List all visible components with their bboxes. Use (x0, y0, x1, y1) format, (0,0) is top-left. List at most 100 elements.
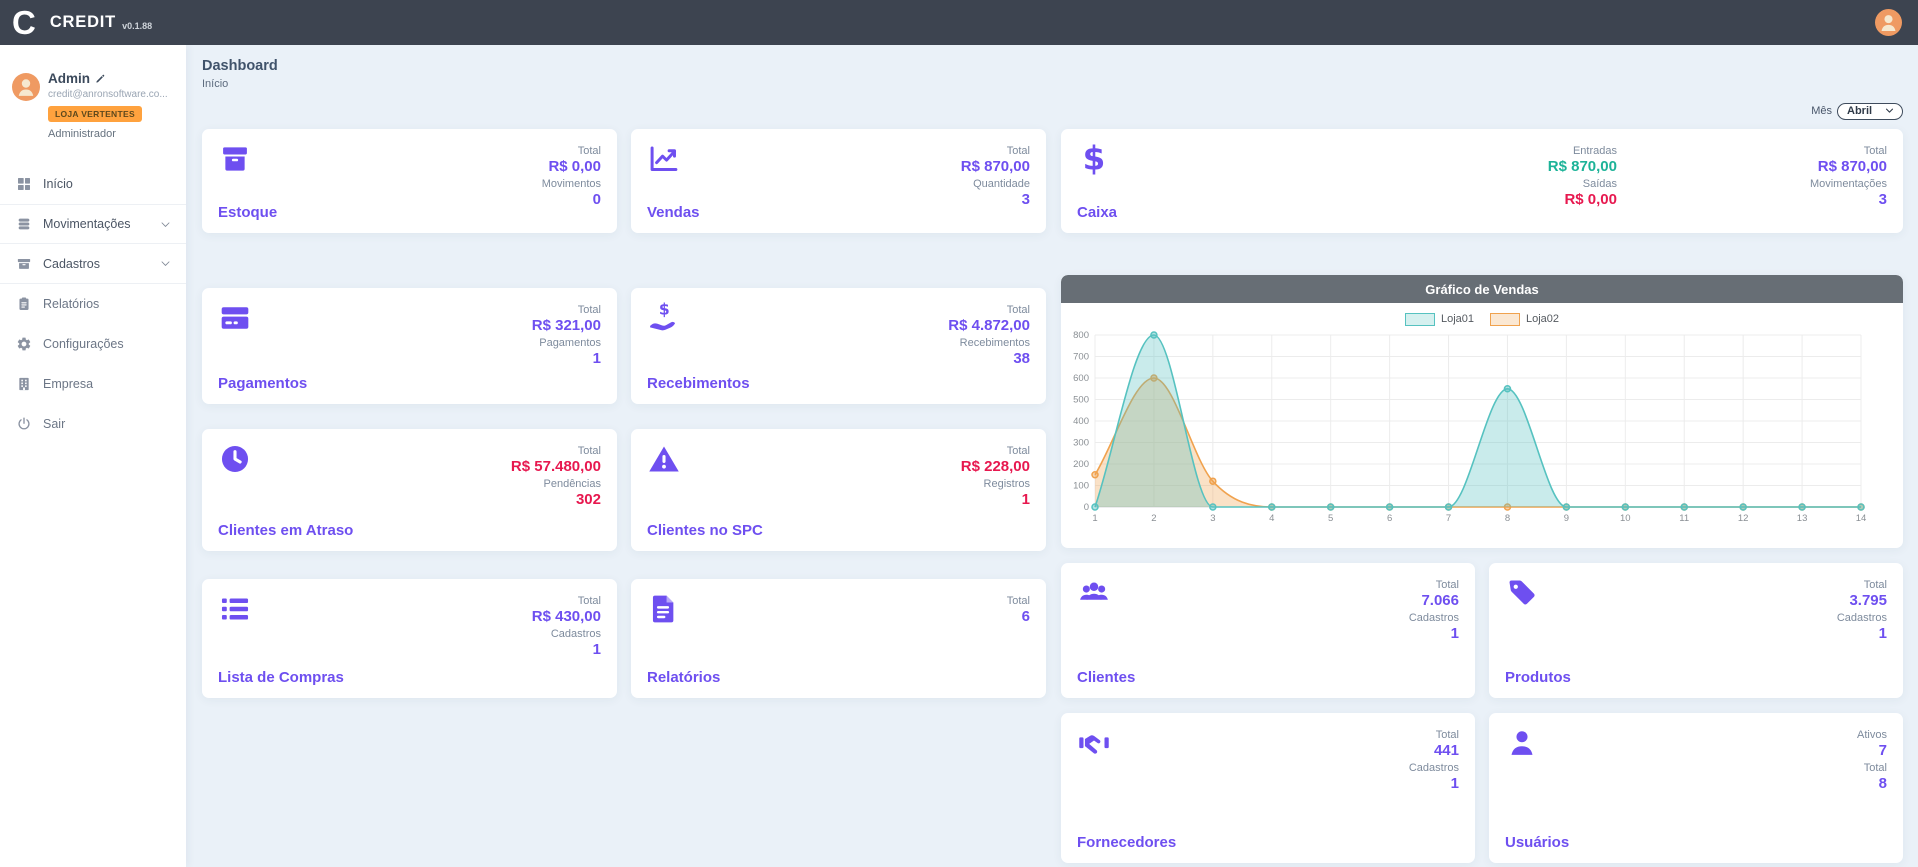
stat-value: 3 (1022, 191, 1030, 208)
card-title[interactable]: Caixa (1077, 204, 1347, 221)
card-produtos[interactable]: ProdutosTotal3.795Cadastros1 (1489, 563, 1903, 698)
stat-value: 6 (1022, 608, 1030, 625)
card-lista-compras[interactable]: Lista de ComprasTotalR$ 430,00Cadastros1 (202, 579, 617, 698)
card-title[interactable]: Usuários (1505, 834, 1696, 851)
stat-label: Saídas (1583, 178, 1617, 190)
card-title[interactable]: Relatórios (647, 669, 839, 686)
topbar-user-avatar[interactable] (1875, 9, 1902, 36)
stat-label: Pagamentos (539, 337, 601, 349)
card-relatorios[interactable]: Relatórios Total6 (631, 579, 1046, 698)
month-select[interactable]: Abril (1837, 103, 1903, 120)
sidebar-item-configuracoes[interactable]: Configurações (0, 324, 186, 364)
app-logo: C (12, 0, 36, 45)
stat-value: R$ 0,00 (1564, 191, 1617, 208)
svg-text:9: 9 (1564, 513, 1569, 524)
user-name: Admin (48, 71, 90, 86)
sidebar-item-cadastros[interactable]: Cadastros (0, 244, 186, 284)
card-title[interactable]: Produtos (1505, 669, 1696, 686)
chevron-down-icon (159, 218, 172, 231)
stat-value: 3.795 (1849, 592, 1887, 609)
card-fornecedores[interactable]: FornecedoresTotal441Cadastros1 (1061, 713, 1475, 863)
stat-value: 1 (593, 350, 601, 367)
card-title[interactable]: Recebimentos (647, 375, 839, 392)
card-clientes-spc[interactable]: Clientes no SPCTotalR$ 228,00Registros1 (631, 429, 1046, 551)
stat-value: 7 (1879, 742, 1887, 759)
stat-value: 1 (1879, 625, 1887, 642)
stat-value: 1 (1022, 491, 1030, 508)
stat-group: TotalR$ 870,00Movimentações3 (1617, 142, 1887, 221)
stat-label: Total (1007, 304, 1030, 316)
stat-value: R$ 228,00 (961, 458, 1030, 475)
svg-text:800: 800 (1073, 330, 1089, 341)
card-recebimentos[interactable]: $RecebimentosTotalR$ 4.872,00Recebimento… (631, 288, 1046, 404)
legend-item-loja01[interactable]: Loja01 (1405, 313, 1474, 326)
stat-label: Total (578, 595, 601, 607)
stat-label: Total (1007, 595, 1030, 607)
stat-group: Total3.795Cadastros1 (1696, 576, 1887, 686)
card-title[interactable]: Clientes no SPC (647, 522, 839, 539)
svg-text:2: 2 (1151, 513, 1156, 524)
sidebar-item-sair[interactable]: Sair (0, 404, 186, 444)
stat-label: Cadastros (1409, 762, 1459, 774)
sidebar: Admin credit@anronsoftware.co... LOJA VE… (0, 45, 186, 867)
sales-chart: 0100200300400500600700800123456789101112… (1061, 327, 1873, 527)
card-clientes-atraso[interactable]: Clientes em AtrasoTotalR$ 57.480,00Pendê… (202, 429, 617, 551)
stat-value: 0 (593, 191, 601, 208)
card-usuarios[interactable]: UsuáriosAtivos7Total8 (1489, 713, 1903, 863)
legend-swatch (1490, 313, 1520, 326)
right-card-column: $CaixaEntradasR$ 870,00SaídasR$ 0,00Tota… (1061, 129, 1903, 863)
edit-pencil-icon[interactable] (95, 73, 106, 84)
card-clientes[interactable]: ClientesTotal7.066Cadastros1 (1061, 563, 1475, 698)
stat-group: TotalR$ 0,00Movimentos0 (410, 142, 602, 221)
card-vendas[interactable]: VendasTotalR$ 870,00Quantidade3 (631, 129, 1046, 233)
svg-text:$: $ (1083, 142, 1106, 176)
stat-value: R$ 4.872,00 (948, 317, 1030, 334)
sales-chart-card: Gráfico de Vendas Loja01Loja02 010020030… (1061, 275, 1903, 548)
svg-text:11: 11 (1679, 513, 1689, 524)
card-estoque[interactable]: EstoqueTotalR$ 0,00Movimentos0 (202, 129, 617, 233)
card-title[interactable]: Estoque (218, 204, 410, 221)
stat-value: 302 (576, 491, 601, 508)
stat-group: Ativos7Total8 (1696, 726, 1887, 851)
svg-text:13: 13 (1797, 513, 1808, 524)
sidebar-item-relatorios[interactable]: Relatórios (0, 284, 186, 324)
sidebar-item-label: Relatórios (43, 297, 99, 311)
svg-text:0: 0 (1084, 502, 1089, 513)
card-title[interactable]: Vendas (647, 204, 839, 221)
card-title[interactable]: Lista de Compras (218, 669, 410, 686)
stat-label: Total (578, 304, 601, 316)
chart-title: Gráfico de Vendas (1061, 275, 1903, 303)
users-icon (1077, 576, 1111, 610)
stat-value: 441 (1434, 742, 1459, 759)
sidebar-item-movimentacoes[interactable]: Movimentações (0, 204, 186, 244)
stat-label: Total (1007, 145, 1030, 157)
archive-icon (16, 256, 32, 272)
stat-label: Quantidade (973, 178, 1030, 190)
month-select-value: Abril (1847, 105, 1872, 117)
sidebar-item-inicio[interactable]: Início (0, 164, 186, 204)
svg-text:12: 12 (1738, 513, 1749, 524)
card-title[interactable]: Clientes (1077, 669, 1268, 686)
stat-label: Total (1436, 579, 1459, 591)
stat-group: Total441Cadastros1 (1268, 726, 1459, 851)
legend-item-loja02[interactable]: Loja02 (1490, 313, 1559, 326)
sidebar-item-empresa[interactable]: Empresa (0, 364, 186, 404)
svg-text:400: 400 (1073, 416, 1089, 427)
card-pagamentos[interactable]: PagamentosTotalR$ 321,00Pagamentos1 (202, 288, 617, 404)
svg-text:4: 4 (1269, 513, 1274, 524)
card-title[interactable]: Pagamentos (218, 375, 410, 392)
svg-text:200: 200 (1073, 459, 1089, 470)
card-title[interactable]: Clientes em Atraso (218, 522, 410, 539)
clipboard-icon (16, 296, 32, 312)
stat-value: R$ 430,00 (532, 608, 601, 625)
svg-text:8: 8 (1505, 513, 1510, 524)
user-avatar (12, 73, 40, 101)
stat-group: TotalR$ 4.872,00Recebimentos38 (839, 301, 1031, 392)
stat-value: R$ 870,00 (1548, 158, 1617, 175)
tag-icon (1505, 576, 1539, 610)
stat-value: 1 (1451, 625, 1459, 642)
card-caixa[interactable]: $CaixaEntradasR$ 870,00SaídasR$ 0,00Tota… (1061, 129, 1903, 233)
gear-icon (16, 336, 32, 352)
topbar: C CREDIT v0.1.88 (0, 0, 1918, 45)
card-title[interactable]: Fornecedores (1077, 834, 1268, 851)
